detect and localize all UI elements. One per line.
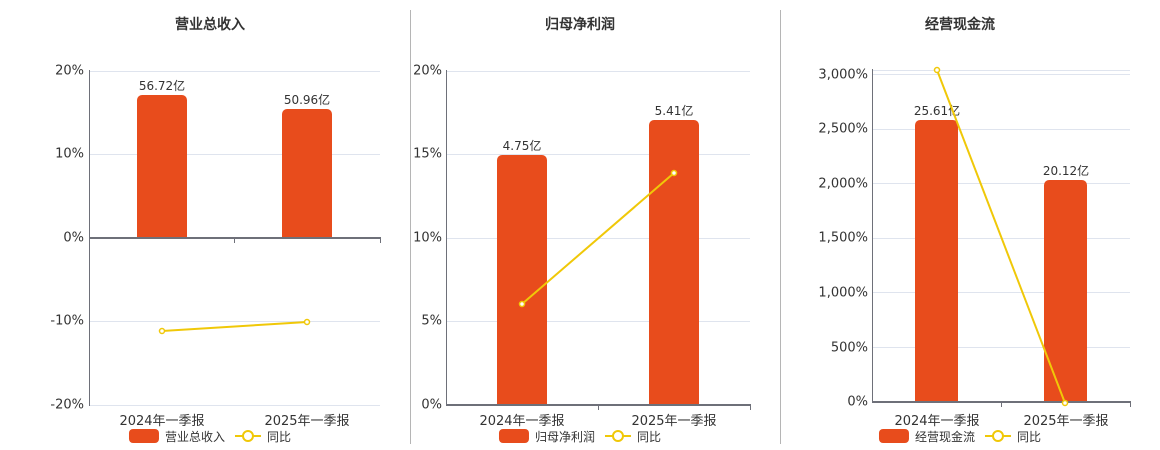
- legend-line-swatch-icon[interactable]: [605, 429, 631, 443]
- gridline: [872, 347, 1130, 348]
- y-tick-label: 20%: [55, 63, 84, 79]
- bar-value-label: 50.96亿: [283, 93, 331, 107]
- legend: 经营现金流 同比: [878, 428, 1042, 444]
- x-category-label: 2025年一季报: [631, 414, 717, 429]
- gridline: [872, 292, 1130, 293]
- chart-title: 营业总收入: [175, 17, 245, 33]
- x-tick: [598, 405, 599, 410]
- gridline: [872, 183, 1130, 184]
- x-category-label: 2025年一季报: [264, 414, 350, 429]
- y-tick-label: 20%: [413, 63, 442, 79]
- y-tick-label: 10%: [413, 230, 442, 246]
- y-tick-label: 500%: [830, 340, 868, 356]
- legend-bar-swatch[interactable]: [878, 429, 909, 443]
- gridline: [872, 70, 1130, 71]
- gridline: [872, 129, 1130, 130]
- legend-bar-label[interactable]: 经营现金流: [914, 429, 975, 444]
- y-axis: [872, 69, 873, 403]
- gridline: [89, 71, 380, 72]
- bar-value-label: 56.72亿: [138, 79, 186, 93]
- gridline: [872, 238, 1130, 239]
- y-tick-label: 0%: [847, 394, 868, 410]
- y-tick-label: -10%: [50, 313, 84, 329]
- gridline: [446, 71, 750, 72]
- legend-bar-label[interactable]: 归母净利润: [534, 429, 595, 444]
- gridline: [89, 154, 380, 155]
- y-tick-label: 10%: [55, 146, 84, 162]
- y-tick-label: -20%: [50, 397, 84, 413]
- legend-line-swatch-icon[interactable]: [985, 429, 1011, 443]
- y-tick-label: 3,000%: [818, 67, 868, 83]
- panel-divider: [780, 10, 781, 444]
- bar-value-label: 25.61亿: [913, 104, 961, 118]
- legend-line-swatch-icon[interactable]: [235, 429, 261, 443]
- x-category-label: 2024年一季报: [894, 414, 980, 429]
- gridline: [872, 74, 1130, 75]
- bar-value-label: 5.41亿: [654, 104, 694, 118]
- y-tick-label: 0%: [421, 397, 442, 413]
- y-axis: [446, 70, 447, 406]
- x-axis: [89, 237, 381, 239]
- bar-2025q1[interactable]: [282, 109, 332, 238]
- legend: 归母净利润 同比: [498, 428, 662, 444]
- chart-net-profit: 归母净利润 20% 15% 10% 5% 0% 4.75亿 5.41亿 2024…: [413, 17, 751, 444]
- y-tick-label: 2,500%: [818, 121, 868, 137]
- x-tick: [750, 405, 751, 410]
- x-tick: [380, 238, 381, 243]
- gridline: [446, 321, 750, 322]
- bar-2025q1[interactable]: [1044, 180, 1087, 402]
- y-tick-label: 1,000%: [818, 285, 868, 301]
- panel-divider: [410, 10, 411, 444]
- legend-bar-label[interactable]: 营业总收入: [164, 429, 225, 444]
- legend-bar-swatch[interactable]: [498, 429, 529, 443]
- bar-2024q1[interactable]: [137, 95, 187, 238]
- y-tick-label: 2,000%: [818, 176, 868, 192]
- bar-2024q1[interactable]: [915, 120, 958, 402]
- bar-value-label: 4.75亿: [502, 139, 542, 153]
- x-category-label: 2024年一季报: [119, 414, 205, 429]
- y-tick-label: 0%: [63, 230, 84, 246]
- x-category-label: 2025年一季报: [1023, 414, 1109, 429]
- y-tick-label: 15%: [413, 146, 442, 162]
- x-tick: [234, 238, 235, 243]
- x-tick: [1130, 402, 1131, 407]
- legend-bar-swatch[interactable]: [128, 429, 159, 443]
- legend-line-label[interactable]: 同比: [1017, 429, 1042, 444]
- bar-value-label: 20.12亿: [1042, 164, 1090, 178]
- gridline: [446, 154, 750, 155]
- legend-line-label[interactable]: 同比: [267, 429, 292, 444]
- gridline: [89, 405, 380, 406]
- x-tick: [1001, 402, 1002, 407]
- y-tick-label: 1,500%: [818, 230, 868, 246]
- y-tick-label: 5%: [421, 313, 442, 329]
- chart-title: 经营现金流: [925, 17, 995, 33]
- legend-line-label[interactable]: 同比: [637, 429, 662, 444]
- chart-title: 归母净利润: [545, 17, 615, 33]
- x-category-label: 2024年一季报: [479, 414, 565, 429]
- legend: 营业总收入 同比: [128, 428, 292, 444]
